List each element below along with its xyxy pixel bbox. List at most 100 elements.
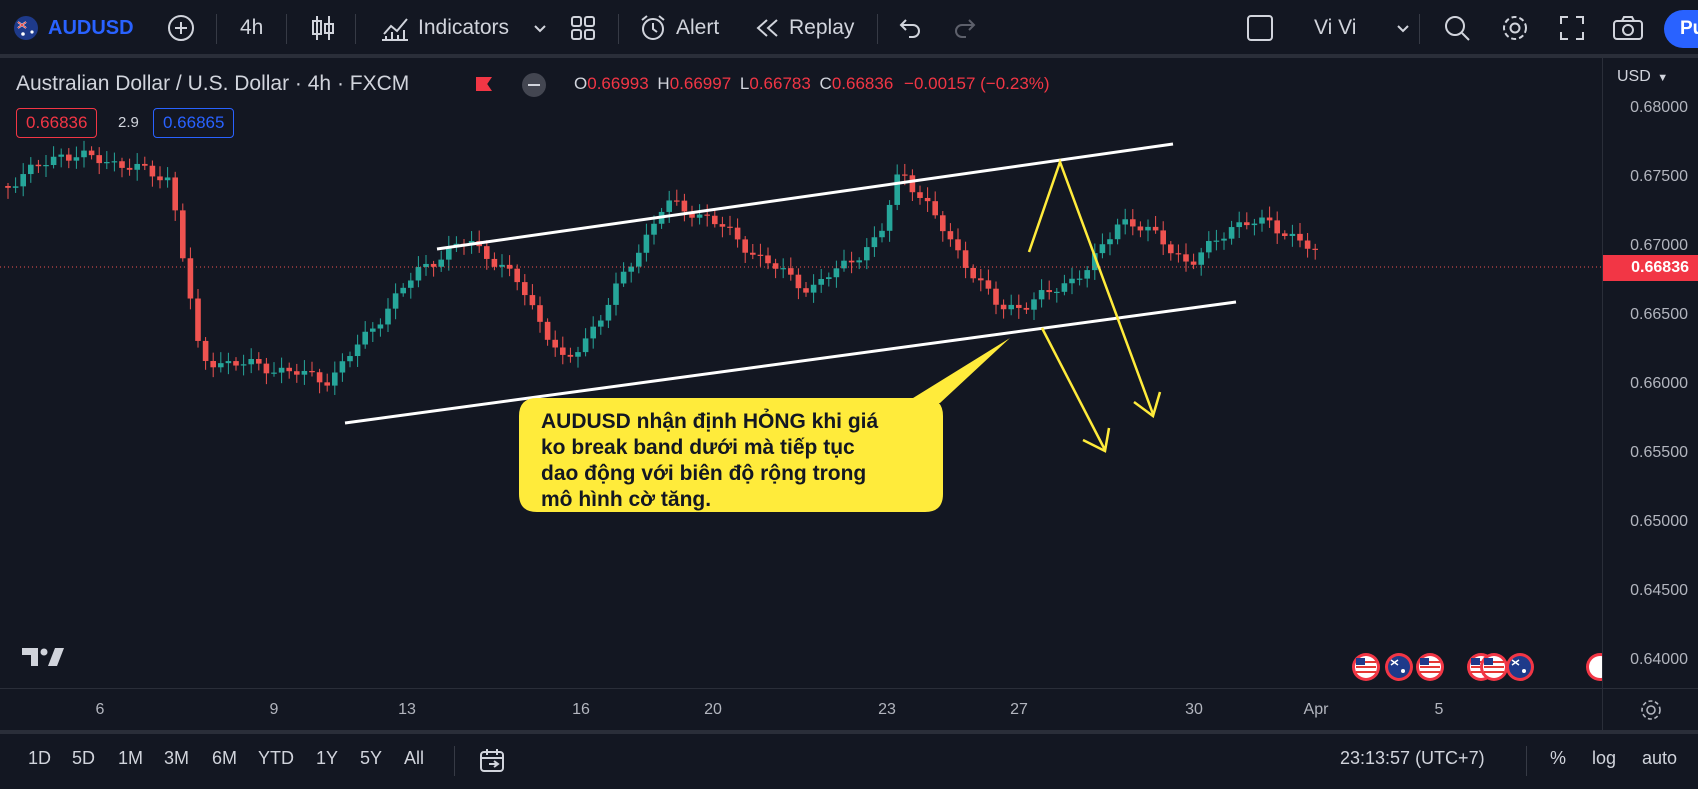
candle-body <box>157 176 163 181</box>
candle-body <box>370 328 376 332</box>
time-axis[interactable]: 6 9 13 16 20 23 27 30 Apr 5 <box>0 688 1602 730</box>
user-layout-button[interactable]: Vi Vi <box>1314 0 1412 56</box>
yellow-down-arrow-line[interactable] <box>1040 327 1107 451</box>
ohlc-values: O0.66993 H0.66997 L0.66783 C0.66836 −0.0… <box>574 74 1050 94</box>
range-button-ytd[interactable]: YTD <box>258 748 294 768</box>
toolbar-divider <box>286 14 287 44</box>
candle-body <box>909 175 916 193</box>
log-scale-button[interactable]: log <box>1592 748 1617 768</box>
chart-pane[interactable]: AUDUSD nhận định HỎNG khi giá ko break b… <box>0 58 1602 688</box>
flag-marker-icon[interactable] <box>476 77 492 91</box>
candle-body <box>1145 226 1151 231</box>
range-button-1m[interactable]: 1M <box>118 748 144 768</box>
undo-button[interactable] <box>897 0 923 56</box>
range-button-1y[interactable]: 1Y <box>316 748 339 768</box>
price-chart[interactable]: AUDUSD nhận định HỎNG khi giá ko break b… <box>0 58 1602 688</box>
compare-symbol-button[interactable] <box>166 0 196 56</box>
percent-scale-button[interactable]: % <box>1550 748 1567 768</box>
us-flag-icon[interactable] <box>1480 653 1508 681</box>
collapse-legend-button[interactable] <box>522 73 546 97</box>
candle-body <box>28 164 34 175</box>
symbol-search-button[interactable]: AUDUSD <box>12 0 134 56</box>
grid-layout-icon <box>571 16 595 40</box>
candle-body <box>73 157 80 161</box>
candle-body <box>560 347 566 355</box>
candle-body <box>354 344 361 357</box>
candle-body <box>636 252 642 267</box>
axis-settings-button[interactable] <box>1602 688 1698 730</box>
indicators-button[interactable]: Indicators <box>380 0 549 56</box>
range-button-1d[interactable]: 1D <box>28 748 52 768</box>
candle-body <box>347 356 353 362</box>
price-axis[interactable]: USD ▼ 0.68000 0.67500 0.67000 0.66500 0.… <box>1602 58 1698 688</box>
chevron-down-icon <box>1397 25 1410 33</box>
candle-body <box>408 280 414 288</box>
candle-body <box>1152 226 1159 231</box>
candle-body <box>871 237 878 248</box>
time-tick: 6 <box>95 701 105 718</box>
candle-body <box>886 204 893 231</box>
price-tick: 0.65000 <box>1630 513 1688 530</box>
publish-button[interactable]: Pu <box>1664 10 1698 48</box>
snapshot-button[interactable] <box>1612 0 1644 56</box>
currency-selector[interactable]: USD ▼ <box>1617 68 1668 86</box>
yellow-projection-line[interactable] <box>1027 158 1155 415</box>
clock-timezone[interactable]: 23:13:57 (UTC+7) <box>1340 748 1485 768</box>
chevron-down-icon: ▼ <box>1657 72 1669 84</box>
candle-body <box>1206 240 1212 253</box>
upper-channel-line[interactable] <box>436 142 1174 251</box>
range-button-5y[interactable]: 5Y <box>360 748 383 768</box>
us-flag-icon[interactable] <box>1586 653 1602 681</box>
candle-body <box>674 200 680 202</box>
sell-button[interactable]: 0.66836 <box>16 108 98 138</box>
layout-toggle-button[interactable] <box>1246 0 1274 56</box>
buy-button[interactable]: 0.66865 <box>153 108 235 138</box>
auto-scale-button[interactable]: auto <box>1642 748 1678 768</box>
camera-icon <box>1613 16 1643 40</box>
candle-body <box>681 200 688 212</box>
candle-body <box>1183 254 1189 262</box>
range-button-3m[interactable]: 3M <box>164 748 190 768</box>
gear-icon <box>1641 700 1661 720</box>
australia-flag-icon[interactable] <box>1506 653 1534 681</box>
chart-type-button[interactable] <box>310 0 336 56</box>
search-button[interactable] <box>1442 0 1472 56</box>
range-button-6m[interactable]: 6M <box>212 748 238 768</box>
candle-body <box>894 174 900 205</box>
candle-body <box>134 163 140 170</box>
symbol-title[interactable]: Australian Dollar / U.S. Dollar · 4h · F… <box>16 72 410 95</box>
lower-channel-line[interactable] <box>344 300 1237 425</box>
candle-body <box>917 192 923 198</box>
candle-body <box>12 186 19 188</box>
candle-body <box>1076 278 1083 280</box>
candle-body <box>415 267 422 281</box>
candle-body <box>689 211 695 218</box>
australia-flag-icon[interactable] <box>1385 653 1413 681</box>
range-button-5d[interactable]: 5D <box>72 748 96 768</box>
settings-button[interactable] <box>1500 0 1530 56</box>
candle-body <box>332 372 338 386</box>
candle-body <box>423 263 429 268</box>
candle-body <box>826 277 832 280</box>
interval-label: 4h <box>240 16 264 39</box>
redo-button[interactable] <box>952 0 978 56</box>
price-tick: 0.65500 <box>1630 444 1688 461</box>
gear-icon <box>1503 16 1527 40</box>
layouts-button[interactable] <box>570 0 596 56</box>
replay-button[interactable]: Replay <box>755 0 854 56</box>
candle-body <box>50 156 57 166</box>
interval-button[interactable]: 4h <box>240 0 263 56</box>
candle-body <box>1251 223 1258 226</box>
annotation-callout-bubble[interactable] <box>519 338 1010 512</box>
range-button-all[interactable]: All <box>404 748 425 768</box>
toolbar-divider <box>355 14 356 44</box>
us-flag-icon[interactable] <box>1416 653 1444 681</box>
candle-body <box>734 227 741 240</box>
date-range-icon[interactable] <box>478 747 506 775</box>
time-tick: 16 <box>572 701 590 718</box>
us-flag-icon[interactable] <box>1352 653 1380 681</box>
candle-body <box>848 260 855 263</box>
current-price-value: 0.66836 <box>1631 259 1689 276</box>
alert-button[interactable]: Alert <box>638 0 719 56</box>
fullscreen-button[interactable] <box>1558 0 1586 56</box>
